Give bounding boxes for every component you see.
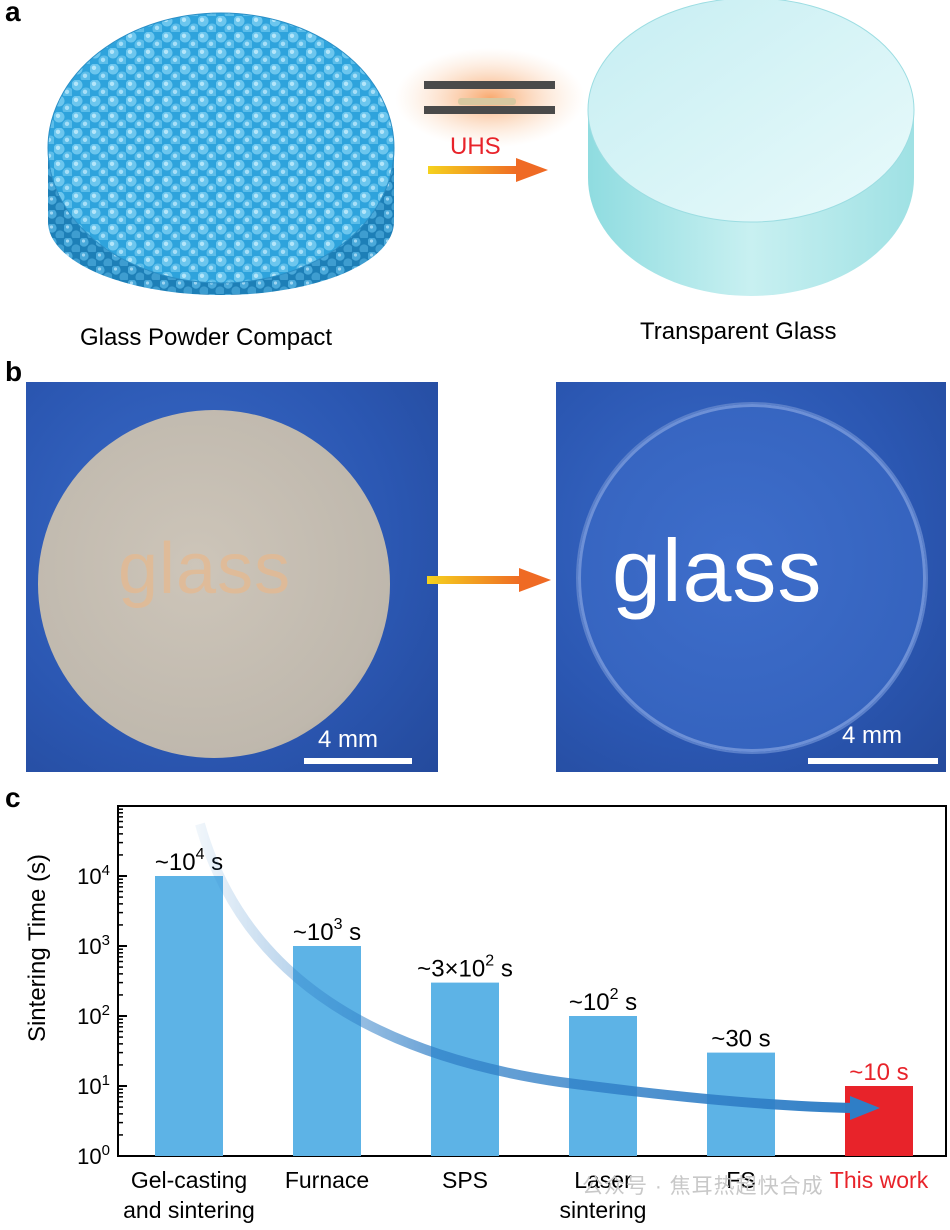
panel-a-label: a [5,0,21,27]
watermark: 公众号 · 焦耳热超快合成 [582,1175,824,1198]
category-label-1: Gel-casting [131,1167,247,1193]
y-tick-label: 103 [77,932,110,959]
photo-transparent-glass: glass 4 mm [556,382,946,772]
bar-6 [845,1086,913,1156]
opaque-disc [38,410,390,758]
category-label-3: SPS [442,1167,488,1193]
uhs-heater-icon [395,48,585,148]
scale-bar-right [808,758,938,764]
data-label-3: ~3×102 s [417,953,513,983]
photo-opaque-compact: glass 4 mm [26,382,438,772]
uhs-arrow-head [516,158,548,182]
panel-b-label: b [5,356,23,387]
word-glass-faint: glass [118,529,292,609]
word-glass-clear: glass [612,521,823,620]
data-label-4: ~102 s [569,986,637,1016]
scale-bar-left [304,758,412,764]
category-label-6: This work [830,1167,929,1193]
scale-bar-label-right: 4 mm [842,722,902,749]
caption-transparent-glass: Transparent Glass [640,318,837,345]
bar-1 [155,876,223,1156]
category-label-5: FS [726,1167,755,1193]
y-tick-label: 101 [77,1072,110,1099]
category-label-4-line2: sintering [560,1197,647,1223]
panel-c-label: c [5,782,21,813]
y-axis-title: Sintering Time (s) [24,854,51,1042]
uhs-arrow [428,166,518,174]
y-tick-label: 102 [77,1002,110,1029]
caption-glass-powder-compact: Glass Powder Compact [80,324,333,351]
trend-arrow [195,822,857,1113]
panel-b-arrow [427,568,551,592]
uhs-label: UHS [450,133,501,160]
category-label-1-line2: and sintering [123,1197,255,1223]
data-label-6: ~10 s [849,1059,908,1086]
transparent-glass-disc [587,0,915,296]
scale-bar-label-left: 4 mm [318,726,378,753]
powder-compact-disc [47,12,395,295]
y-tick-label: 104 [77,862,110,889]
y-tick-label: 100 [77,1142,110,1169]
transparent-disc [578,404,926,752]
data-label-5: ~30 s [711,1026,770,1053]
plot-frame [117,805,947,1157]
category-label-2: Furnace [285,1167,369,1193]
panel-a-illustration [47,0,915,296]
data-label-2: ~103 s [293,916,361,946]
trend-arrow-head [850,1096,880,1120]
category-label-4: Laser [574,1167,632,1193]
